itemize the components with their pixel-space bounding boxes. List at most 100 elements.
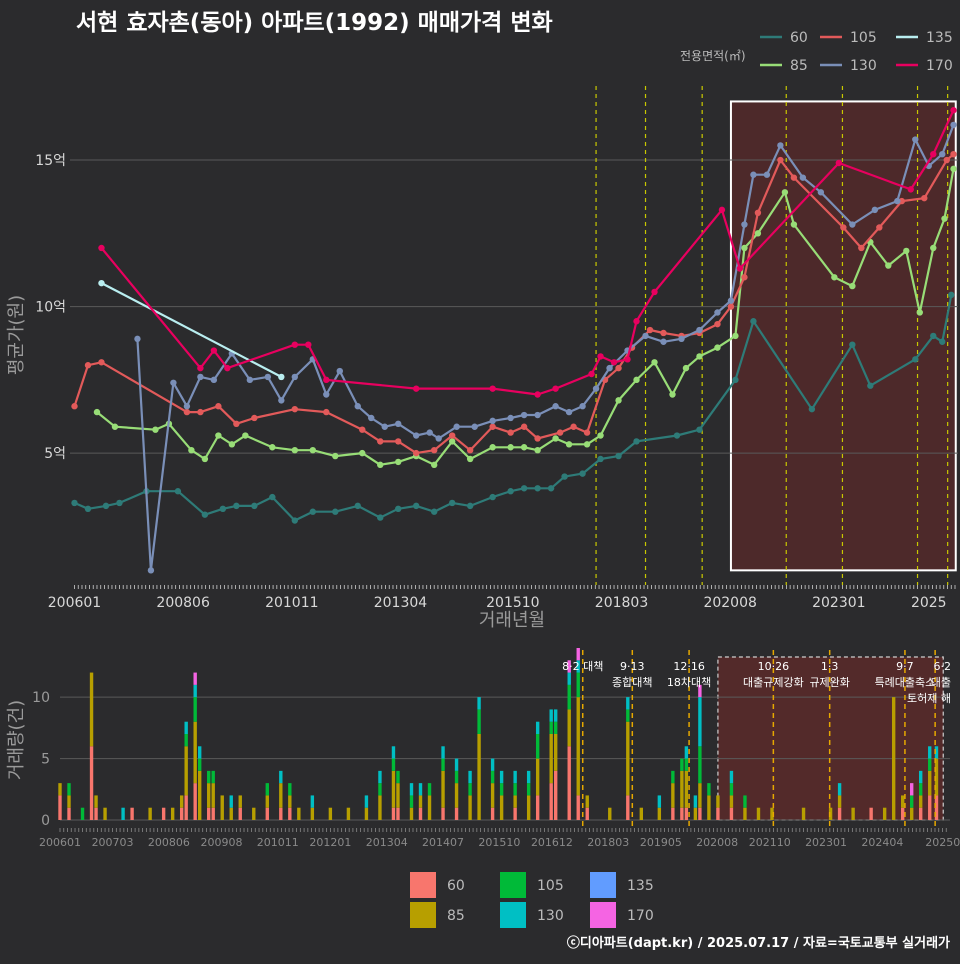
volume-bar-85 (716, 795, 720, 808)
volume-bar-85 (468, 795, 472, 820)
data-point-85 (885, 262, 892, 269)
data-point-135 (278, 373, 285, 381)
volume-bar-105 (554, 721, 558, 734)
volume-bar-105 (626, 709, 630, 722)
data-point-85 (228, 441, 236, 448)
volume-bar-105 (928, 758, 932, 771)
volume-bar-60 (58, 795, 62, 820)
x-tick-label: 200806 (156, 595, 210, 611)
volume-bar-130 (693, 795, 698, 808)
series-line-105 (73, 153, 955, 455)
data-point-105 (741, 274, 748, 281)
volume-bar-60 (729, 807, 734, 820)
data-point-85 (903, 247, 910, 255)
data-point-85 (565, 441, 573, 448)
volume-bar-85 (900, 795, 905, 808)
data-point-60 (116, 499, 123, 507)
volume-bar-105 (441, 758, 445, 771)
data-point-105 (215, 403, 222, 410)
price-y-axis-title: 평균가(원) (6, 295, 27, 375)
data-point-60 (696, 426, 703, 433)
y-tick-label: 15억 (35, 153, 66, 169)
data-point-60 (201, 511, 209, 518)
data-point-60 (750, 318, 757, 325)
volume-bar-60 (67, 807, 71, 820)
volume-bar-85 (346, 807, 351, 820)
data-point-85 (466, 455, 474, 463)
x-tick-label: 2025 (911, 595, 947, 611)
volume-bar-85 (770, 807, 774, 820)
volume-bar-130 (198, 746, 202, 759)
data-point-85 (754, 230, 762, 237)
event-label: 특례대출축소 (875, 676, 936, 689)
volume-bar-60 (89, 746, 94, 820)
data-point-105 (898, 197, 905, 205)
data-point-60 (547, 485, 555, 492)
volume-bar-85 (626, 721, 630, 796)
volume-bar-60 (207, 807, 211, 820)
volume-bar-60 (716, 807, 720, 820)
data-point-105 (840, 224, 847, 231)
data-point-105 (583, 429, 591, 436)
volume-bar-130 (310, 795, 315, 808)
data-point-60 (71, 499, 78, 507)
legend-label-130: 130 (850, 58, 877, 74)
volume-bar-60 (585, 807, 589, 820)
data-point-105 (790, 174, 798, 181)
volume-legend-label-105: 105 (537, 878, 564, 894)
volume-bar-105 (567, 684, 571, 710)
data-point-85 (583, 441, 591, 448)
data-point-105 (183, 408, 191, 416)
volume-bar-60 (567, 746, 571, 820)
price-x-axis-title: 거래년월 (479, 610, 545, 631)
volume-bar-85 (549, 734, 553, 784)
volume-bar-85 (882, 807, 887, 820)
volume-x-tick-label: 202404 (861, 836, 903, 849)
volume-bar-85 (671, 783, 675, 808)
volume-bar-105 (80, 807, 85, 820)
data-point-170 (489, 385, 496, 392)
data-point-170 (907, 186, 914, 193)
data-point-130 (170, 379, 177, 386)
data-point-60 (430, 508, 438, 515)
event-label: 규제완화 (809, 676, 849, 689)
volume-bar-130 (468, 770, 472, 784)
volume-bar-60 (900, 807, 905, 820)
data-point-60 (174, 488, 182, 495)
data-point-130 (336, 367, 343, 375)
x-tick-label: 202008 (703, 595, 756, 611)
volume-bar-60 (418, 807, 423, 820)
data-point-105 (660, 329, 667, 337)
volume-bar-85 (693, 807, 698, 820)
data-point-60 (507, 488, 514, 495)
data-point-130 (210, 376, 218, 384)
volume-bar-85 (409, 807, 414, 820)
data-point-130 (894, 197, 901, 205)
data-point-85 (377, 461, 384, 469)
volume-bar-130 (418, 783, 423, 796)
volume-bar-60 (94, 807, 98, 820)
legend-label-170: 170 (926, 58, 953, 74)
data-point-170 (624, 356, 631, 363)
data-point-85 (651, 359, 658, 366)
volume-bar-130 (513, 770, 517, 784)
data-point-105 (489, 423, 496, 430)
volume-bar-60 (441, 807, 445, 820)
volume-legend-swatch-130 (500, 902, 526, 928)
volume-bar-105 (743, 795, 747, 808)
data-point-130 (849, 221, 856, 228)
data-point-170 (210, 347, 218, 354)
data-point-130 (939, 150, 946, 158)
data-point-85 (696, 353, 703, 360)
data-point-60 (930, 332, 937, 340)
data-point-170 (651, 288, 658, 296)
volume-bar-60 (211, 807, 215, 820)
volume-bar-130 (454, 758, 459, 771)
volume-bar-130 (364, 795, 369, 808)
x-tick-label: 200601 (48, 595, 101, 611)
legend-title: 전용면적(㎡) (680, 49, 746, 63)
data-point-130 (817, 189, 825, 196)
volume-bar-130 (526, 770, 531, 784)
data-point-85 (395, 458, 402, 466)
data-point-85 (941, 215, 948, 222)
